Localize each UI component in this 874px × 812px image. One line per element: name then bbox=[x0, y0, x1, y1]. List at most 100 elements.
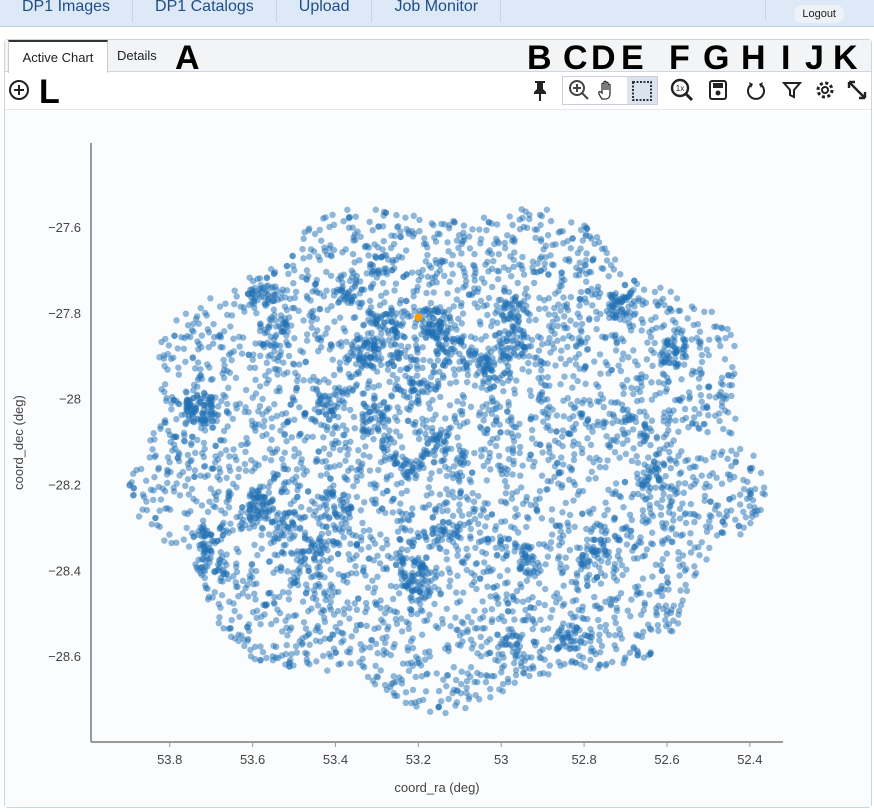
tab-details[interactable]: Details bbox=[117, 48, 157, 63]
settings-icon[interactable] bbox=[813, 78, 837, 102]
nav-upload[interactable]: Upload bbox=[277, 0, 373, 22]
data-point bbox=[309, 433, 316, 440]
top-nav: DP1 Images DP1 Catalogs Upload Job Monit… bbox=[0, 0, 874, 27]
data-point bbox=[438, 258, 445, 266]
data-point bbox=[318, 530, 326, 538]
nav-dp1-catalogs[interactable]: DP1 Catalogs bbox=[133, 0, 277, 22]
data-point bbox=[559, 482, 566, 489]
data-point bbox=[223, 498, 230, 506]
data-point bbox=[679, 561, 687, 568]
data-point bbox=[616, 454, 623, 461]
data-point bbox=[610, 266, 618, 273]
data-point bbox=[713, 532, 721, 539]
data-point bbox=[491, 240, 498, 248]
data-point bbox=[503, 500, 510, 507]
data-point bbox=[695, 384, 703, 391]
data-point bbox=[216, 557, 223, 564]
data-point bbox=[641, 552, 649, 559]
zoom-1x-icon[interactable]: 1x bbox=[670, 78, 694, 102]
data-point bbox=[533, 226, 541, 233]
data-point bbox=[291, 335, 298, 342]
data-point bbox=[537, 616, 544, 623]
data-point bbox=[616, 626, 623, 633]
data-point bbox=[413, 362, 421, 369]
data-point bbox=[567, 641, 574, 649]
data-point bbox=[367, 408, 374, 415]
data-point bbox=[324, 667, 331, 674]
pan-icon[interactable] bbox=[595, 78, 619, 102]
data-point bbox=[326, 245, 333, 252]
data-point bbox=[596, 463, 604, 471]
restore-icon[interactable] bbox=[744, 78, 768, 102]
data-point bbox=[735, 522, 743, 529]
data-point bbox=[226, 598, 233, 605]
data-point bbox=[196, 542, 203, 549]
data-point bbox=[263, 654, 270, 662]
data-point bbox=[130, 491, 137, 499]
data-point bbox=[708, 308, 715, 316]
data-point bbox=[523, 308, 530, 315]
logout-button[interactable]: Logout bbox=[794, 5, 844, 23]
pin-icon[interactable] bbox=[528, 78, 552, 102]
scatter-chart[interactable]: 53.8 53.6 53.4 53.2 53 52.8 52.6 52.4 −27.6 −27.8… bbox=[5, 111, 871, 807]
tab-active-chart[interactable]: Active Chart bbox=[8, 40, 108, 73]
data-point bbox=[268, 415, 275, 422]
data-point bbox=[547, 614, 554, 621]
data-point bbox=[223, 551, 230, 558]
data-point bbox=[511, 679, 518, 686]
data-point bbox=[214, 473, 221, 481]
data-point bbox=[207, 295, 214, 302]
data-point bbox=[496, 572, 504, 580]
data-point bbox=[443, 548, 450, 556]
data-point bbox=[578, 320, 586, 328]
zoom-icon[interactable] bbox=[567, 78, 591, 102]
data-point bbox=[494, 275, 502, 283]
data-point bbox=[639, 575, 647, 582]
save-icon[interactable] bbox=[706, 78, 730, 102]
data-point bbox=[423, 383, 430, 390]
data-point bbox=[678, 376, 685, 383]
data-point bbox=[270, 306, 278, 313]
data-point bbox=[676, 572, 683, 579]
data-point bbox=[233, 583, 240, 591]
select-icon[interactable] bbox=[627, 77, 657, 104]
data-point bbox=[457, 407, 464, 415]
data-point bbox=[413, 287, 421, 294]
nav-job-monitor[interactable]: Job Monitor bbox=[372, 0, 502, 22]
data-point bbox=[372, 662, 379, 670]
scatter-plot[interactable]: 53.8 53.6 53.4 53.2 53 52.8 52.6 52.4−27.6−27.8… bbox=[5, 111, 871, 807]
data-point bbox=[595, 383, 602, 390]
data-point bbox=[630, 643, 637, 651]
data-point bbox=[720, 425, 727, 433]
data-point bbox=[366, 453, 373, 460]
data-point bbox=[732, 458, 739, 465]
data-point bbox=[630, 390, 637, 398]
data-point bbox=[475, 492, 482, 500]
data-point bbox=[317, 537, 324, 545]
data-point bbox=[441, 456, 448, 463]
data-point bbox=[465, 511, 473, 518]
data-point bbox=[179, 468, 187, 476]
data-point bbox=[750, 452, 757, 459]
data-point bbox=[514, 511, 521, 518]
data-point bbox=[731, 342, 738, 350]
data-point bbox=[285, 314, 293, 321]
data-point bbox=[546, 334, 553, 342]
data-point bbox=[537, 654, 545, 662]
data-point bbox=[717, 342, 724, 350]
data-point bbox=[454, 398, 461, 405]
data-point bbox=[366, 467, 374, 474]
data-point bbox=[439, 518, 447, 526]
data-point bbox=[542, 561, 549, 568]
data-point bbox=[286, 295, 294, 303]
data-point bbox=[337, 274, 345, 282]
expand-icon[interactable] bbox=[845, 78, 869, 102]
data-point bbox=[678, 330, 685, 337]
filter-icon[interactable] bbox=[780, 78, 804, 102]
data-point bbox=[229, 527, 236, 534]
nav-dp1-images[interactable]: DP1 Images bbox=[0, 0, 134, 22]
data-point bbox=[505, 377, 512, 384]
data-point bbox=[248, 561, 255, 569]
data-point bbox=[667, 288, 674, 295]
add-chart-icon[interactable] bbox=[7, 78, 31, 102]
